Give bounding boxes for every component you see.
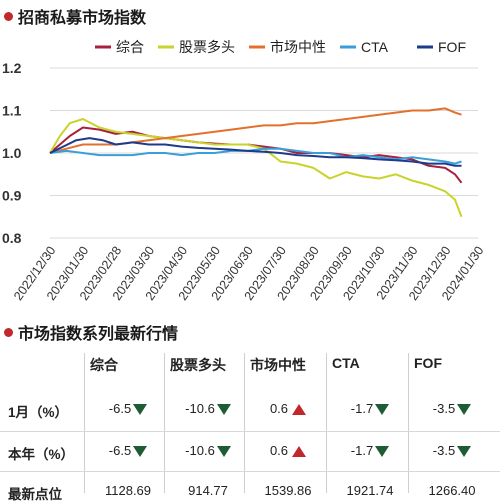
column-divider xyxy=(84,353,85,493)
cell-value: -10.6 xyxy=(185,401,215,416)
down-arrow-icon xyxy=(375,404,390,416)
legend-label: 市场中性 xyxy=(270,39,326,55)
row-label: 1月（%） xyxy=(8,405,69,420)
table-cell: 1128.69 xyxy=(88,483,168,498)
cell-value: -10.6 xyxy=(185,443,215,458)
cell-value: -1.7 xyxy=(350,443,374,458)
row-divider xyxy=(0,431,500,432)
column-header: 综合 xyxy=(90,357,118,373)
y-tick-label: 1.0 xyxy=(2,145,22,161)
down-arrow-icon xyxy=(457,446,472,458)
cell-value: 1266.40 xyxy=(428,483,476,498)
column-divider xyxy=(164,353,165,493)
cell-value: -3.5 xyxy=(432,401,456,416)
line-chart: 综合 股票多头 市场中性 CTA FOF1.21.11.00.90.82022/12/3… xyxy=(2,39,486,303)
table-title: 市场指数系列最新行情 xyxy=(4,320,178,344)
table-cell: 1266.40 xyxy=(412,483,492,498)
series-line xyxy=(49,137,462,167)
table-cell: 914.77 xyxy=(168,483,248,498)
table-cell: -10.6 xyxy=(168,401,248,416)
y-tick-label: 0.8 xyxy=(2,230,22,246)
table-cell: -3.5 xyxy=(412,401,492,416)
table-cell: -3.5 xyxy=(412,443,492,458)
down-arrow-icon xyxy=(216,404,231,416)
table-cell: 1539.86 xyxy=(248,483,328,498)
down-arrow-icon xyxy=(133,404,148,416)
cell-value: -3.5 xyxy=(432,443,456,458)
table-cell: -6.5 xyxy=(88,443,168,458)
table-cell: 0.6 xyxy=(248,443,328,458)
cell-value: -6.5 xyxy=(108,401,132,416)
row-label: 本年（%） xyxy=(8,447,75,462)
column-header: CTA xyxy=(332,355,360,371)
cell-value: 1128.69 xyxy=(104,483,152,498)
title-bullet-icon xyxy=(4,327,13,337)
up-arrow-icon xyxy=(292,404,307,416)
cell-value: 0.6 xyxy=(269,401,289,416)
cell-value: 0.6 xyxy=(269,443,289,458)
table-cell: 1921.74 xyxy=(330,483,410,498)
column-divider xyxy=(326,353,327,493)
series-line xyxy=(49,118,463,218)
column-header: FOF xyxy=(414,355,442,371)
legend-label: CTA xyxy=(361,39,389,55)
table-cell: -1.7 xyxy=(330,401,410,416)
y-tick-label: 1.2 xyxy=(2,60,22,76)
legend-label: 股票多头 xyxy=(179,39,235,55)
down-arrow-icon xyxy=(375,446,390,458)
cell-value: 1539.86 xyxy=(264,483,312,498)
table-cell: -6.5 xyxy=(88,401,168,416)
row-label: 最新点位 xyxy=(8,487,62,502)
chart-title: 招商私募市场指数 xyxy=(4,4,146,28)
title-bullet-icon xyxy=(4,11,13,21)
y-tick-label: 0.9 xyxy=(2,188,22,204)
series-line xyxy=(49,147,462,165)
chart-title-text: 招商私募市场指数 xyxy=(18,10,147,27)
cell-value: -1.7 xyxy=(350,401,374,416)
up-arrow-icon xyxy=(292,446,307,458)
cell-value: 914.77 xyxy=(188,483,228,498)
row-divider xyxy=(0,471,500,472)
table-cell: -1.7 xyxy=(330,443,410,458)
y-tick-label: 1.1 xyxy=(2,103,22,119)
down-arrow-icon xyxy=(216,446,231,458)
table-title-text: 市场指数系列最新行情 xyxy=(18,326,179,343)
table-cell: 0.6 xyxy=(248,401,328,416)
table-cell: -10.6 xyxy=(168,443,248,458)
down-arrow-icon xyxy=(133,446,148,458)
column-divider xyxy=(244,353,245,493)
column-header: 股票多头 xyxy=(170,357,226,373)
cell-value: 1921.74 xyxy=(346,483,394,498)
down-arrow-icon xyxy=(457,404,472,416)
legend-label: 综合 xyxy=(116,39,144,55)
column-header: 市场中性 xyxy=(250,357,306,373)
legend-label: FOF xyxy=(438,39,466,55)
cell-value: -6.5 xyxy=(108,443,132,458)
column-divider xyxy=(408,353,409,493)
